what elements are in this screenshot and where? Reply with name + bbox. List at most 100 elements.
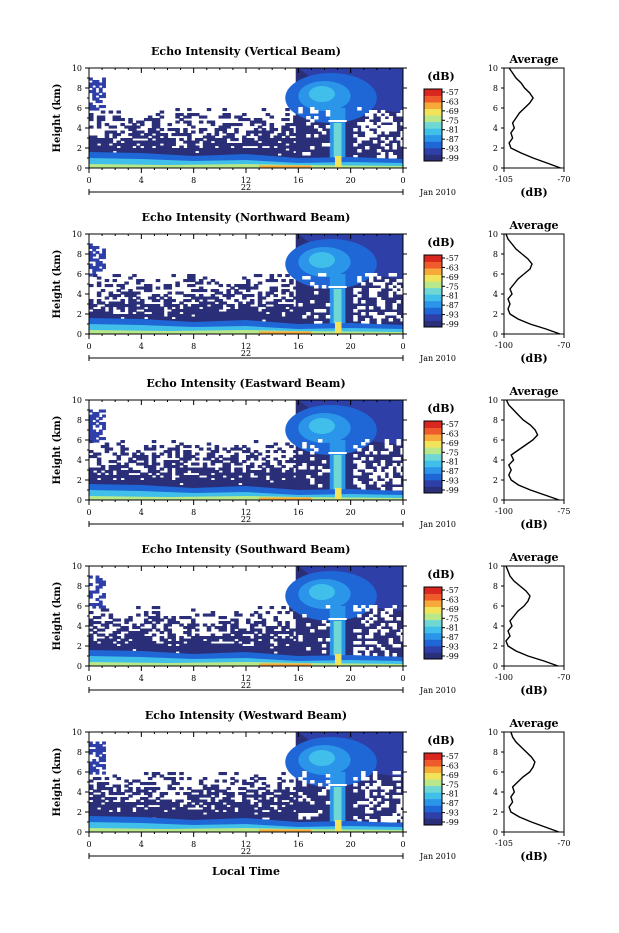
clutter-cell bbox=[105, 304, 110, 307]
gap-cell bbox=[357, 279, 361, 283]
clutter-cell bbox=[101, 800, 106, 803]
x-tick-label: 16 bbox=[293, 674, 303, 683]
clutter-cell bbox=[124, 314, 129, 317]
clutter-cell bbox=[238, 302, 243, 305]
gap-cell bbox=[365, 146, 369, 150]
clutter-cell bbox=[171, 802, 176, 805]
clutter-cell bbox=[156, 455, 161, 458]
profile-y-tick-label: 10 bbox=[488, 230, 498, 239]
gap-cell bbox=[306, 134, 310, 138]
clutter-cell bbox=[183, 626, 188, 629]
clutter-cell bbox=[136, 463, 141, 466]
clutter-cell bbox=[120, 445, 125, 448]
gap-cell bbox=[326, 469, 330, 473]
clutter-cell bbox=[144, 810, 149, 813]
colorbar-swatch bbox=[424, 421, 442, 428]
clutter-cell bbox=[234, 284, 239, 287]
clutter-cell bbox=[191, 810, 196, 813]
clutter-cell bbox=[219, 644, 224, 647]
clutter-cell bbox=[250, 478, 255, 481]
aerosol-cell bbox=[96, 246, 100, 249]
clutter-cell bbox=[203, 614, 208, 617]
clutter-cell bbox=[140, 807, 145, 810]
profile-y-tick-label: 0 bbox=[493, 496, 498, 505]
clutter-cell bbox=[234, 641, 239, 644]
gap-cell bbox=[318, 309, 322, 313]
gap-cell bbox=[361, 605, 365, 609]
clutter-cell bbox=[148, 465, 153, 468]
gap-cell bbox=[365, 635, 369, 639]
gap-cell bbox=[389, 312, 393, 316]
clutter-cell bbox=[183, 639, 188, 642]
clutter-cell bbox=[160, 445, 165, 448]
clutter-cell bbox=[113, 785, 118, 788]
clutter-cell bbox=[168, 138, 173, 141]
profile-title: Average bbox=[508, 385, 558, 398]
clutter-cell bbox=[226, 123, 231, 126]
gap-cell bbox=[373, 478, 377, 482]
clutter-cell bbox=[226, 304, 231, 307]
clutter-cell bbox=[105, 475, 110, 478]
colorbar-swatch bbox=[424, 102, 442, 109]
clutter-cell bbox=[93, 631, 98, 634]
gap-cell bbox=[389, 291, 393, 295]
gap-cell bbox=[381, 647, 385, 651]
gap-cell bbox=[373, 451, 377, 455]
clutter-cell bbox=[140, 629, 145, 632]
clutter-cell bbox=[160, 775, 165, 778]
melting-gap bbox=[328, 452, 346, 454]
melting-gap bbox=[328, 286, 346, 288]
gap-cell bbox=[389, 641, 393, 645]
clutter-cell bbox=[116, 785, 121, 788]
clutter-cell bbox=[222, 805, 227, 808]
y-tick-label: 8 bbox=[77, 250, 82, 259]
clutter-cell bbox=[128, 133, 133, 136]
clutter-cell bbox=[222, 772, 227, 775]
profile-frame bbox=[504, 566, 564, 666]
panel-4: Echo Intensity (Westward Beam)0246810Hei… bbox=[52, 709, 570, 863]
clutter-cell bbox=[285, 136, 290, 139]
clutter-cell bbox=[124, 619, 129, 622]
gap-cell bbox=[385, 614, 389, 618]
clutter-cell bbox=[156, 772, 161, 775]
clutter-cell bbox=[148, 636, 153, 639]
clutter-cell bbox=[262, 468, 267, 471]
clutter-cell bbox=[246, 646, 251, 649]
profile-title: Average bbox=[508, 219, 558, 232]
clutter-cell bbox=[289, 299, 294, 302]
clutter-cell bbox=[89, 634, 94, 637]
profile-x-tick-label: -100 bbox=[495, 673, 513, 682]
gap-cell bbox=[385, 128, 389, 132]
clutter-cell bbox=[156, 606, 161, 609]
clutter-cell bbox=[215, 458, 220, 461]
clutter-cell bbox=[219, 292, 224, 295]
clutter-cell bbox=[116, 463, 121, 466]
clutter-cell bbox=[152, 304, 157, 307]
gap-cell bbox=[361, 484, 365, 488]
clutter-cell bbox=[211, 294, 216, 297]
clutter-cell bbox=[273, 443, 278, 446]
clutter-cell bbox=[266, 450, 271, 453]
clutter-cell bbox=[109, 465, 114, 468]
clutter-cell bbox=[89, 312, 94, 315]
gap-cell bbox=[302, 445, 306, 449]
gap-cell bbox=[353, 128, 357, 132]
clutter-cell bbox=[195, 113, 200, 116]
clutter-cell bbox=[101, 609, 106, 612]
gap-cell bbox=[369, 457, 373, 461]
clutter-cell bbox=[144, 445, 149, 448]
clutter-cell bbox=[281, 304, 286, 307]
clutter-cell bbox=[262, 148, 267, 151]
clutter-cell bbox=[152, 440, 157, 443]
gap-cell bbox=[396, 315, 400, 319]
precip-surface bbox=[335, 156, 342, 168]
clutter-cell bbox=[266, 279, 271, 282]
clutter-cell bbox=[207, 307, 212, 310]
clutter-cell bbox=[254, 450, 259, 453]
clutter-cell bbox=[179, 616, 184, 619]
gap-cell bbox=[357, 107, 361, 111]
clutter-cell bbox=[113, 797, 118, 800]
clutter-cell bbox=[179, 463, 184, 466]
clutter-cell bbox=[168, 128, 173, 131]
clutter-cell bbox=[238, 448, 243, 451]
